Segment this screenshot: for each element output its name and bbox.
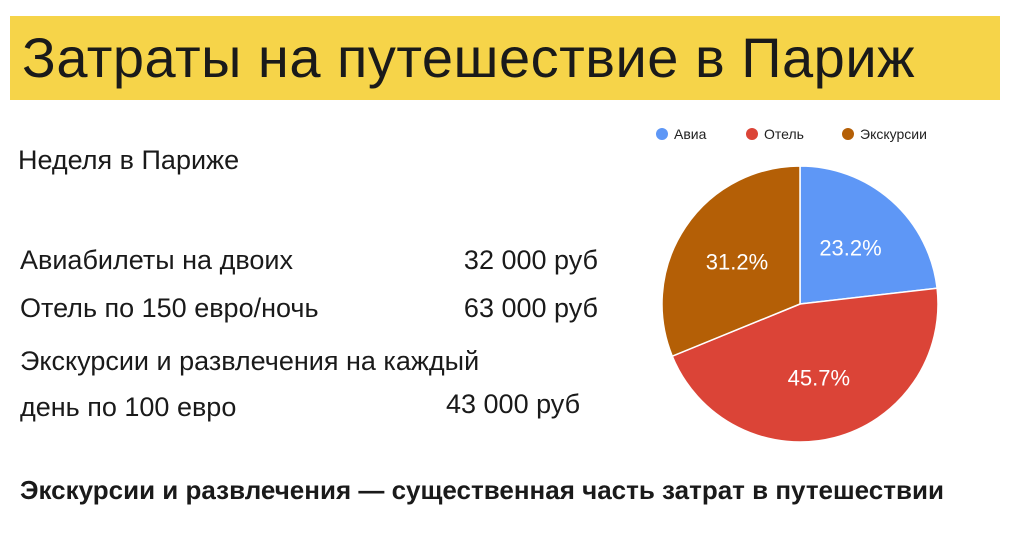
- legend-label: Отель: [764, 126, 804, 142]
- pie-slice-1: [799, 165, 938, 305]
- pie-slice-2: [671, 287, 939, 443]
- pie-slice-label: 45.7%: [788, 366, 850, 391]
- chart-legend: Авиа Отель Экскурсии: [656, 126, 927, 142]
- cost-row-flights: Авиабилеты на двоих 32 000 руб: [20, 240, 610, 280]
- pie-slice-label: 23.2%: [819, 235, 881, 260]
- pie-slice-label: 31.2%: [706, 250, 768, 275]
- legend-label: Авиа: [674, 126, 707, 142]
- cost-label-excursions: Экскурсии и развлечения на каждый день п…: [20, 338, 479, 430]
- legend-swatch: [656, 128, 668, 140]
- cost-label: Авиабилеты на двоих: [20, 245, 293, 275]
- cost-amount: 63 000 руб: [463, 293, 598, 323]
- pie-slice-3: [661, 165, 801, 358]
- legend-label: Экскурсии: [860, 126, 927, 142]
- legend-swatch: [746, 128, 758, 140]
- legend-swatch: [842, 128, 854, 140]
- subtitle: Неделя в Париже: [18, 145, 240, 175]
- cost-amount: 32 000 руб: [463, 245, 598, 275]
- cost-row-hotel: Отель по 150 евро/ночь 63 000 руб: [20, 288, 610, 328]
- cost-amount-excursions: 43 000 руб: [446, 389, 581, 419]
- pie-slices: [661, 165, 939, 443]
- pie-chart: Авиа Отель Экскурсии 23.2% 45.7% 31.2%: [656, 126, 939, 443]
- conclusion-text: Экскурсии и развлечения — существенная ч…: [20, 475, 944, 505]
- page-title: Затраты на путешествие в Париж: [22, 26, 916, 89]
- cost-label-line: Экскурсии и развлечения на каждый: [20, 346, 480, 376]
- cost-label: Отель по 150 евро/ночь: [20, 293, 319, 323]
- title-banner: Затраты на путешествие в Париж: [10, 16, 1000, 100]
- cost-label-line: день по 100 евро: [20, 392, 237, 422]
- pie-labels: 23.2% 45.7% 31.2%: [706, 235, 882, 390]
